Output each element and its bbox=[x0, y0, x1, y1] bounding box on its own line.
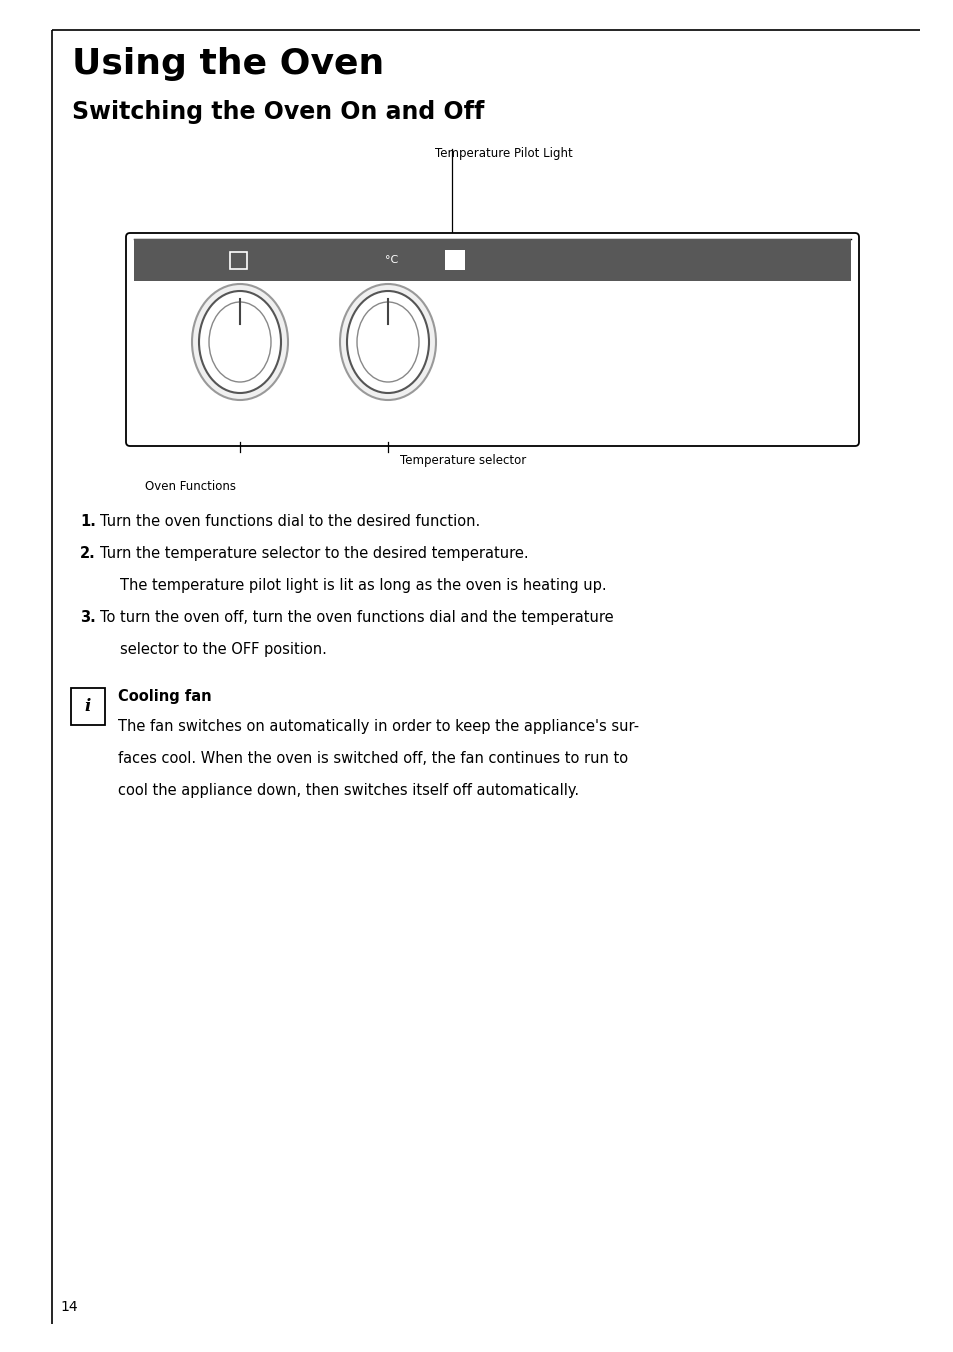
Ellipse shape bbox=[192, 284, 288, 400]
Text: The fan switches on automatically in order to keep the appliance's sur-: The fan switches on automatically in ord… bbox=[118, 719, 639, 734]
Text: Temperature selector: Temperature selector bbox=[399, 454, 526, 466]
Text: i: i bbox=[85, 698, 91, 715]
Text: The temperature pilot light is lit as long as the oven is heating up.: The temperature pilot light is lit as lo… bbox=[120, 579, 606, 594]
Text: Turn the temperature selector to the desired temperature.: Turn the temperature selector to the des… bbox=[100, 546, 528, 561]
FancyBboxPatch shape bbox=[126, 233, 858, 446]
Text: To turn the oven off, turn the oven functions dial and the temperature: To turn the oven off, turn the oven func… bbox=[100, 610, 613, 625]
Bar bbox=[230, 251, 246, 269]
Text: 1.: 1. bbox=[80, 514, 95, 529]
Ellipse shape bbox=[356, 301, 418, 383]
Text: 14: 14 bbox=[60, 1301, 77, 1314]
Text: faces cool. When the oven is switched off, the fan continues to run to: faces cool. When the oven is switched of… bbox=[118, 752, 627, 767]
Text: 2.: 2. bbox=[80, 546, 95, 561]
Ellipse shape bbox=[347, 291, 429, 393]
Text: Temperature Pilot Light: Temperature Pilot Light bbox=[435, 147, 572, 160]
Text: selector to the OFF position.: selector to the OFF position. bbox=[120, 642, 327, 657]
Ellipse shape bbox=[339, 284, 436, 400]
Ellipse shape bbox=[199, 291, 281, 393]
Bar bbox=[444, 250, 464, 270]
Bar bbox=[133, 239, 850, 281]
FancyBboxPatch shape bbox=[71, 688, 105, 725]
Text: °C: °C bbox=[385, 256, 398, 265]
Text: 3.: 3. bbox=[80, 610, 95, 625]
Text: Turn the oven functions dial to the desired function.: Turn the oven functions dial to the desi… bbox=[100, 514, 479, 529]
Text: Cooling fan: Cooling fan bbox=[118, 690, 212, 704]
Text: Using the Oven: Using the Oven bbox=[71, 47, 384, 81]
Text: Switching the Oven On and Off: Switching the Oven On and Off bbox=[71, 100, 484, 124]
Ellipse shape bbox=[209, 301, 271, 383]
Text: Oven Functions: Oven Functions bbox=[145, 480, 235, 493]
Text: cool the appliance down, then switches itself off automatically.: cool the appliance down, then switches i… bbox=[118, 783, 578, 799]
